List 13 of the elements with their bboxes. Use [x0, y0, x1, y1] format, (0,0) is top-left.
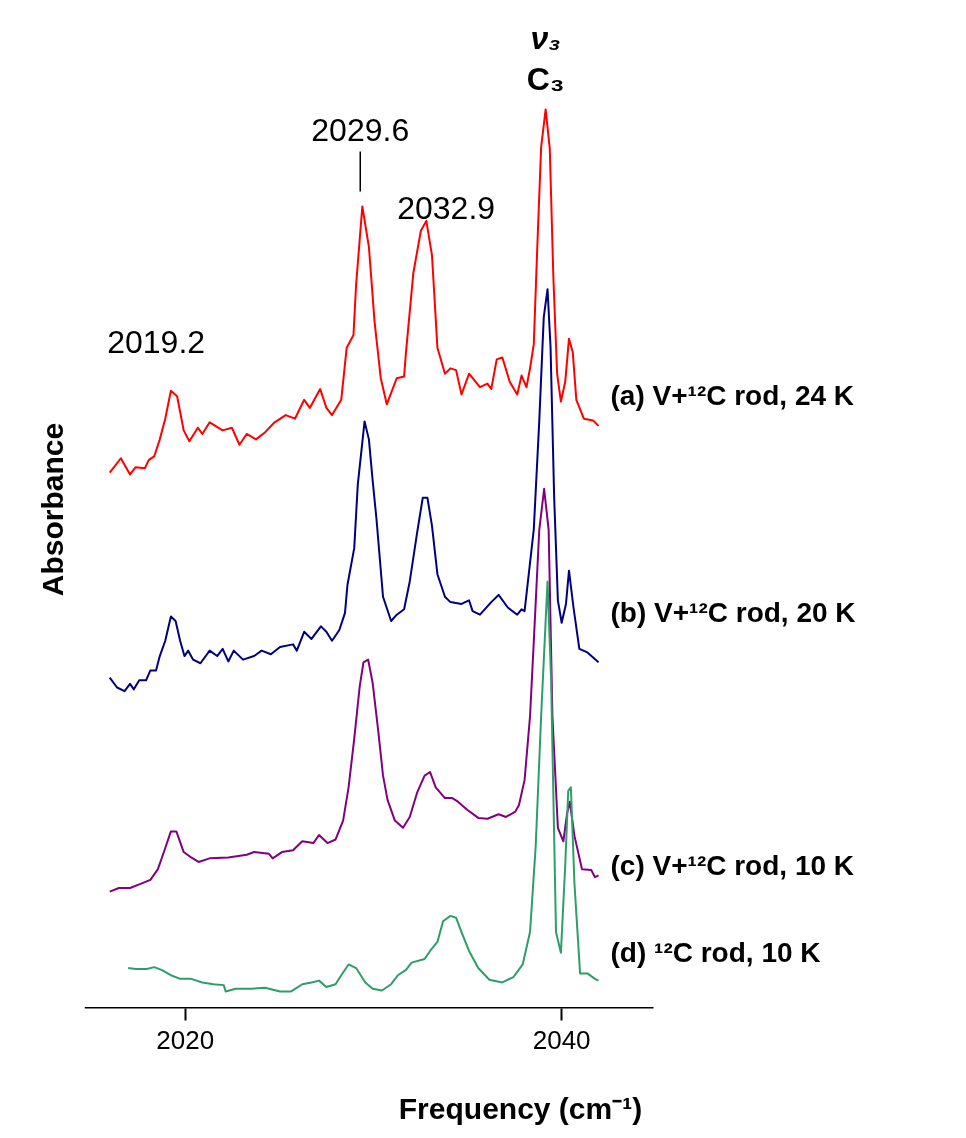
y-axis-title: Absorbance — [35, 422, 69, 597]
annotation: C₃ — [526, 61, 565, 98]
annotation: 2032.9 — [397, 189, 496, 226]
annotation: ν₃ — [530, 20, 561, 57]
annotation: 2019.2 — [107, 323, 206, 360]
series-label: (d) ¹²C rod, 10 K — [610, 937, 821, 969]
x-tick-label: 2020 — [156, 1024, 215, 1055]
x-tick-label: 2040 — [532, 1024, 591, 1055]
series-label: (c) V+¹²C rod, 10 K — [610, 849, 855, 881]
x-axis-title: Frequency (cm⁻¹) — [398, 1091, 643, 1125]
series-label: (b) V+¹²C rod, 20 K — [610, 596, 856, 628]
annotation: 2029.6 — [311, 111, 410, 148]
series-label: (a) V+¹²C rod, 24 K — [610, 380, 855, 412]
